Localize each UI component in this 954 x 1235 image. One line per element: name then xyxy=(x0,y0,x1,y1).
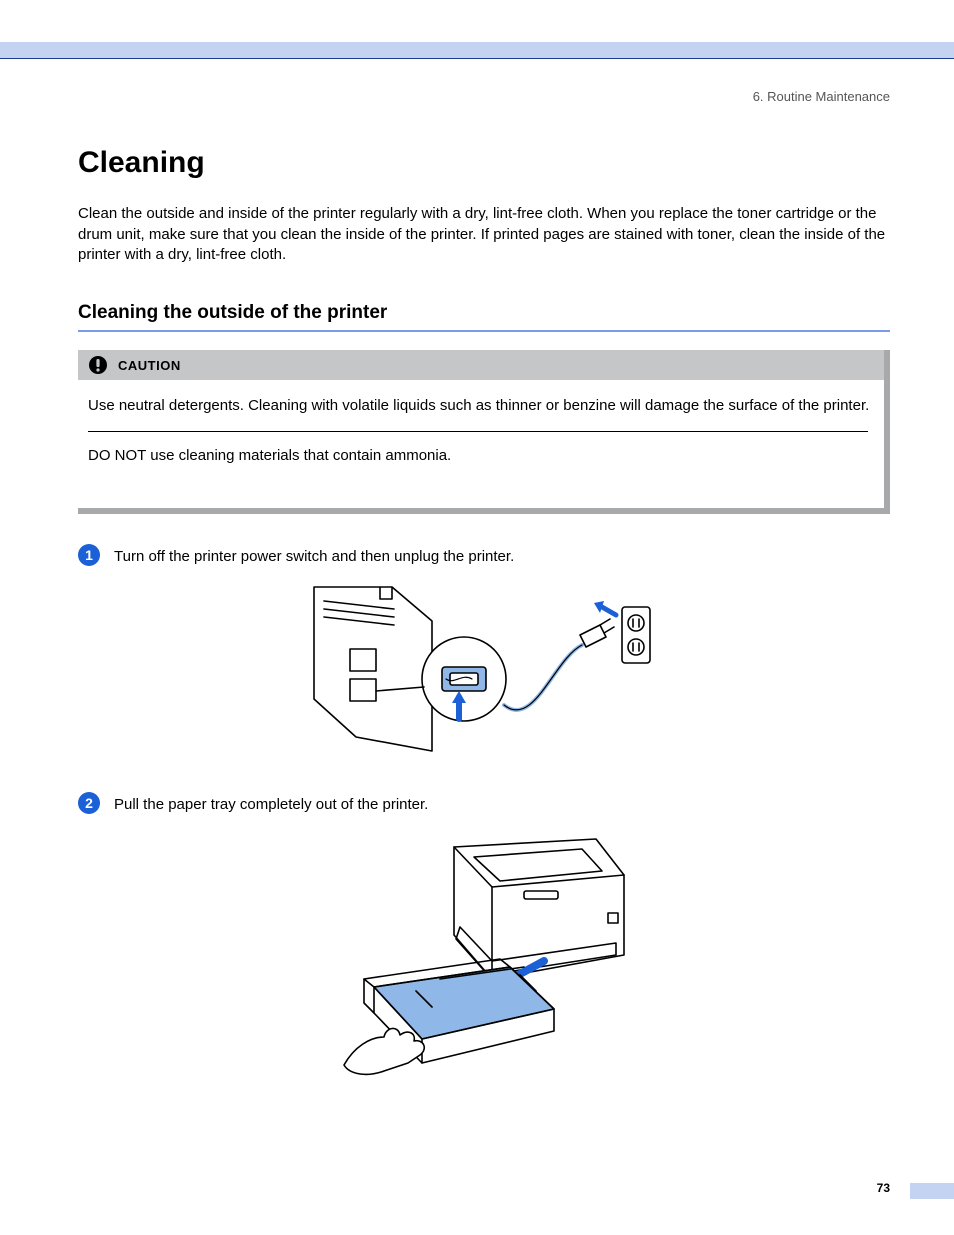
step-2: 2 Pull the paper tray completely out of … xyxy=(78,792,890,815)
header-accent-line xyxy=(0,58,954,59)
section-heading: Cleaning the outside of the printer xyxy=(78,302,890,324)
page-title: Cleaning xyxy=(78,146,890,180)
caution-text-2: DO NOT use cleaning materials that conta… xyxy=(88,446,884,467)
figure-tray xyxy=(78,827,890,1102)
step-number-1: 1 xyxy=(85,547,93,563)
step-bullet-2: 2 xyxy=(78,792,100,814)
step-text-2: Pull the paper tray completely out of th… xyxy=(114,792,428,815)
unplug-illustration xyxy=(304,579,664,759)
page-number: 73 xyxy=(877,1181,890,1195)
section-heading-rule xyxy=(78,330,890,332)
tray-illustration xyxy=(324,827,644,1097)
step-bullet-1: 1 xyxy=(78,544,100,566)
caution-text-1: Use neutral detergents. Cleaning with vo… xyxy=(88,396,884,417)
caution-header: CAUTION xyxy=(78,350,884,380)
caution-icon xyxy=(88,355,108,375)
caution-divider xyxy=(88,431,868,432)
step-text-1: Turn off the printer power switch and th… xyxy=(114,544,514,567)
step-number-2: 2 xyxy=(85,795,93,811)
header-accent-bar xyxy=(0,42,954,58)
intro-paragraph: Clean the outside and inside of the prin… xyxy=(78,204,890,266)
figure-unplug xyxy=(78,579,890,764)
breadcrumb: 6. Routine Maintenance xyxy=(78,89,890,104)
corner-accent-tab xyxy=(910,1183,954,1199)
caution-label: CAUTION xyxy=(118,358,181,373)
caution-box: CAUTION Use neutral detergents. Cleaning… xyxy=(78,350,890,514)
page-content: 6. Routine Maintenance Cleaning Clean th… xyxy=(78,75,890,1130)
step-1: 1 Turn off the printer power switch and … xyxy=(78,544,890,567)
